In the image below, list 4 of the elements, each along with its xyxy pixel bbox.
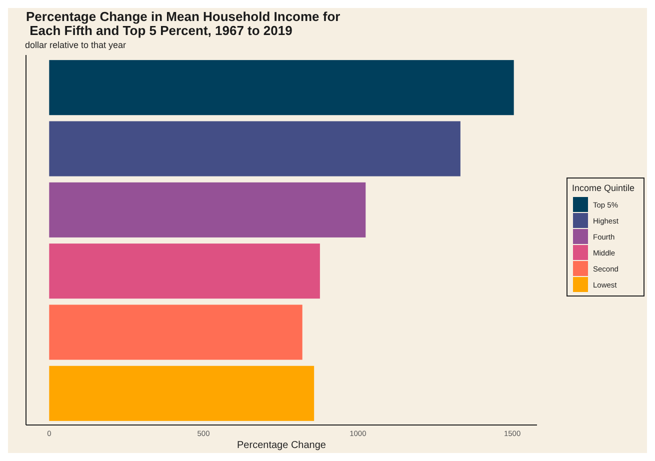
x-axis-title: Percentage Change <box>237 440 326 451</box>
legend-title: Income Quintile <box>572 183 635 193</box>
chart-subtitle: dollar relative to that year <box>25 40 126 50</box>
chart-title: Percentage Change in Mean Household Income for Each Fifth and Top 5 Percent, 1967 to 2019 <box>26 9 340 38</box>
